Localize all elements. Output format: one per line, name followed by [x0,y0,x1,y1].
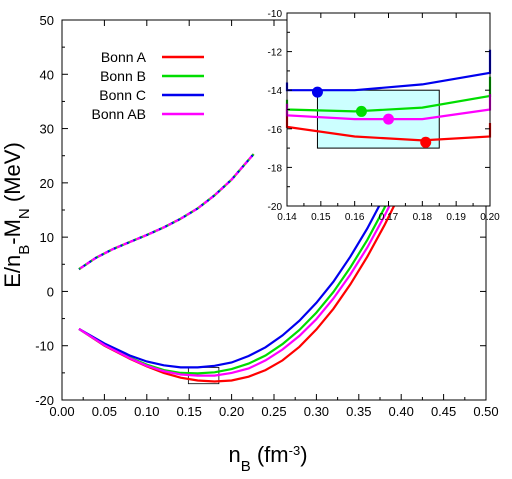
y-tick-label: 40 [40,67,54,82]
legend-label: Bonn C [99,87,146,103]
x-tick-label: 0.00 [49,404,74,419]
main-x-tick-labels: 0.00 0.05 0.10 0.15 0.20 0.25 0.30 0.35 0.40 0.45… [49,404,498,419]
saturation-point-bonn-b [355,105,367,117]
inset-plot: 0.14 0.15 0.16 0.17 0.18 0.19 0.20 -20 -18 -16 -1… [268,9,501,223]
x-tick-label: 0.20 [219,404,244,419]
y-tick-label: 20 [40,176,54,191]
x-tick-label: 0.05 [92,404,117,419]
main-y-tick-labels: -20 -10 0 10 20 30 40 50 [35,13,54,408]
inset-x-tick-label: 0.14 [277,212,297,223]
inset-y-tick-label: -10 [268,9,283,20]
saturation-point-bonn-a [420,136,432,148]
inset-y-tick-label: -18 [268,163,283,174]
legend-label: Bonn B [100,68,146,84]
x-tick-label: 0.50 [473,404,498,419]
dashed-curve-line [78,153,255,271]
x-tick-label: 0.10 [134,404,159,419]
y-tick-label: 10 [40,230,54,245]
inset-x-tick-label: 0.19 [446,212,466,223]
y-tick-label: -20 [35,393,54,408]
dashed-curves [78,153,255,271]
inset-y-tick-label: -14 [268,86,283,97]
y-tick-label: -10 [35,339,54,354]
inset-y-tick-label: -20 [268,202,283,213]
inset-y-tick-label: -16 [268,125,283,136]
inset-x-tick-label: 0.18 [413,212,433,223]
x-tick-label: 0.45 [431,404,456,419]
inset-y-tick-labels: -20 -18 -16 -14 -12 -10 [268,9,283,213]
legend: Bonn A Bonn B Bonn C Bonn AB [92,49,204,122]
inset-axis-ticks [286,12,491,207]
y-tick-label: 50 [40,13,54,28]
x-tick-label: 0.25 [261,404,286,419]
main-series-lines [78,122,433,383]
saturation-point-bonn-c [311,86,323,98]
y-tick-label: 30 [40,122,54,137]
y-tick-label: 0 [47,284,54,299]
main-axis-ticks [61,19,487,401]
legend-label: Bonn AB [92,106,147,122]
series-line-bonn-c [78,141,411,369]
series-line-bonn-ab [78,134,424,377]
legend-label: Bonn A [101,49,147,65]
inset-x-tick-label: 0.15 [311,212,331,223]
x-tick-label: 0.40 [389,404,414,419]
x-tick-label: 0.15 [177,404,202,419]
inset-y-tick-label: -12 [268,48,283,59]
inset-x-tick-label: 0.20 [480,212,500,223]
x-tick-label: 0.30 [304,404,329,419]
inset-x-tick-label: 0.17 [379,212,399,223]
saturation-point-bonn-ab [383,113,394,125]
x-tick-label: 0.35 [346,404,371,419]
inset-x-tick-label: 0.16 [345,212,365,223]
inset-x-tick-labels: 0.14 0.15 0.16 0.17 0.18 0.19 0.20 [277,212,500,223]
saturation-points [311,86,432,148]
